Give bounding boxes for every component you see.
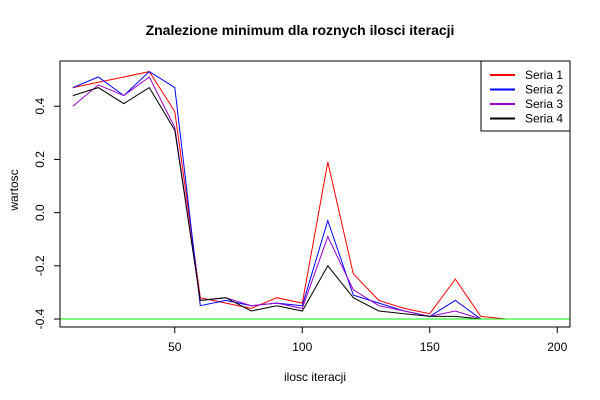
y-tick-label: 0.0 bbox=[33, 204, 47, 221]
chart-title: Znalezione minimum dla roznych ilosci it… bbox=[145, 22, 455, 38]
y-tick-label: -0.2 bbox=[33, 255, 47, 276]
legend-label-3: Seria 3 bbox=[525, 97, 563, 111]
x-axis-label: ilosc iteracji bbox=[283, 370, 346, 384]
y-axis-label-box: wartosc bbox=[4, 160, 24, 220]
x-tick-label: 150 bbox=[420, 340, 440, 354]
x-tick-label: 200 bbox=[547, 340, 567, 354]
y-tick-label: 0.2 bbox=[33, 151, 47, 168]
x-axis: 50 100 150 200 bbox=[168, 326, 568, 354]
x-tick-label: 100 bbox=[292, 340, 312, 354]
y-axis: -0.4 -0.2 0.0 0.2 0.4 bbox=[33, 98, 61, 329]
legend-label-1: Seria 1 bbox=[525, 68, 563, 82]
legend-label-2: Seria 2 bbox=[525, 83, 563, 97]
y-axis-label: wartosc bbox=[7, 169, 21, 211]
y-tick-label: -0.4 bbox=[33, 308, 47, 329]
series-line-1 bbox=[72, 71, 558, 320]
y-tick-label: 0.4 bbox=[33, 98, 47, 115]
x-tick-label: 50 bbox=[168, 340, 182, 354]
series-line-2 bbox=[72, 70, 558, 320]
legend-label-4: Seria 4 bbox=[525, 112, 563, 126]
series-line-3 bbox=[72, 76, 558, 320]
